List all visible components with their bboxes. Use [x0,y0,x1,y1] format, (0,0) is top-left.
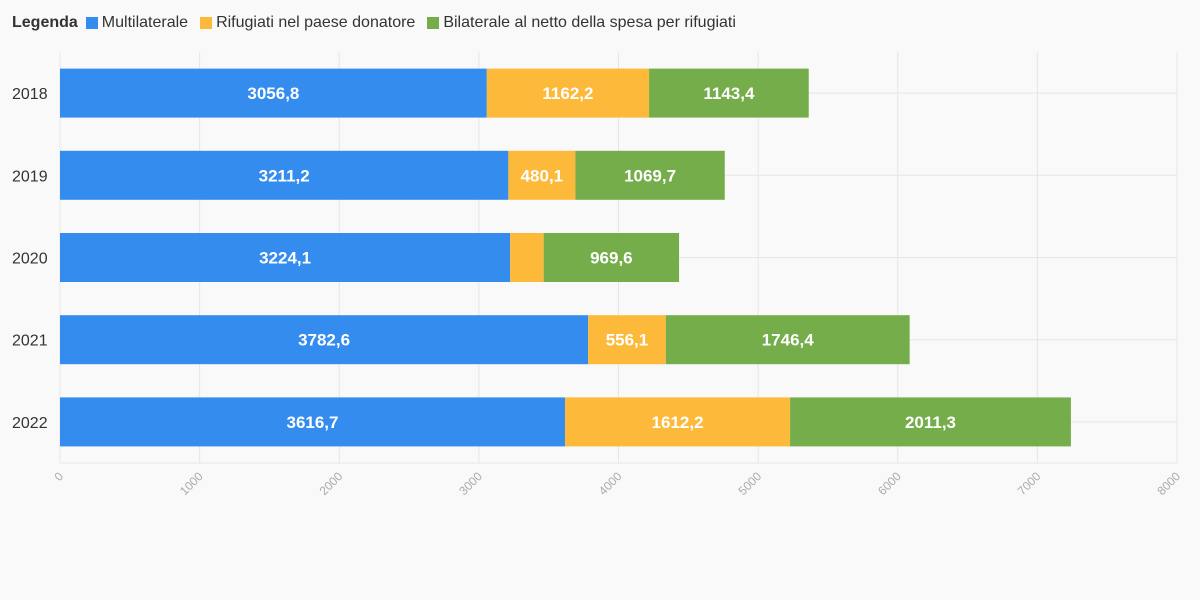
legend-item-rifugiati[interactable]: Rifugiati nel paese donatore [200,14,415,32]
bar-segment[interactable] [649,68,809,118]
data-label: 3616,7 [286,413,338,432]
bar-segment[interactable] [564,397,791,447]
x-tick-label: 3000 [456,469,485,498]
y-tick-label: 2020 [12,251,48,268]
bar-segment[interactable] [60,397,565,447]
bar-segment[interactable] [575,150,725,200]
x-tick-label: 8000 [1154,469,1183,498]
x-tick-label: 5000 [735,469,764,498]
data-label: 1162,2 [542,84,593,103]
y-tick-label: 2021 [12,333,48,350]
bar-segment[interactable] [60,150,509,200]
y-tick-label: 2022 [12,415,48,432]
bar-segment[interactable] [588,315,666,365]
x-tick-label: 1000 [177,469,206,498]
x-tick-label: 4000 [596,469,625,498]
bars: 3056,8 1162,2 1143,4 3211,2 480,1 1069,7 3224,… [60,68,1071,447]
data-label: 969,6 [590,249,633,268]
bar-segment[interactable] [60,68,487,118]
legend-swatch-bilaterale [427,17,440,29]
data-label: 1746,4 [762,331,815,350]
data-label: 480,1 [521,166,564,185]
data-label: 1069,7 [624,166,676,185]
bar-segment[interactable] [665,315,910,365]
data-label: 3224,1 [259,249,311,268]
data-label: 556,1 [606,331,649,350]
y-tick-label: 2018 [12,86,48,103]
legend-swatch-multilaterale [85,17,98,29]
legend-item-multilaterale[interactable]: Multilaterale [85,14,189,32]
x-tick-label: 7000 [1015,469,1044,498]
data-label: 1143,4 [703,84,755,103]
y-axis: 2018 2019 2020 2021 2022 [12,86,48,432]
bar-segment[interactable] [510,233,544,282]
data-label: 3056,8 [247,84,299,103]
legend-swatch-rifugiati [200,17,213,29]
legend-label-bilaterale: Bilaterale al netto della spesa per rifu… [443,14,736,31]
x-tick-label: 6000 [875,469,904,498]
bar-segment[interactable] [790,397,1071,447]
data-label: 2011,3 [905,413,956,432]
data-label: 3211,2 [259,166,310,185]
bar-segment[interactable] [543,233,680,282]
legend-title: Legenda [12,14,78,31]
data-label: 3782,6 [298,331,350,350]
data-label: 1612,2 [652,413,704,432]
bar-segment[interactable] [60,233,511,282]
legend-label-multilaterale: Multilaterale [101,14,189,31]
x-tick-label: 2000 [317,469,346,498]
legend: Legenda Multilaterale Rifugiati nel paes… [12,14,748,32]
bar-segment[interactable] [60,315,589,365]
legend-label-rifugiati: Rifugiati nel paese donatore [216,14,416,31]
legend-item-bilaterale[interactable]: Bilaterale al netto della spesa per rifu… [427,14,736,32]
y-tick-label: 2019 [12,168,48,185]
x-tick-label: 0 [51,469,66,484]
bar-segment[interactable] [508,150,576,200]
x-axis: 0 1000 2000 3000 4000 5000 6000 7000 8000 [51,462,1183,498]
bar-segment[interactable] [486,68,650,118]
